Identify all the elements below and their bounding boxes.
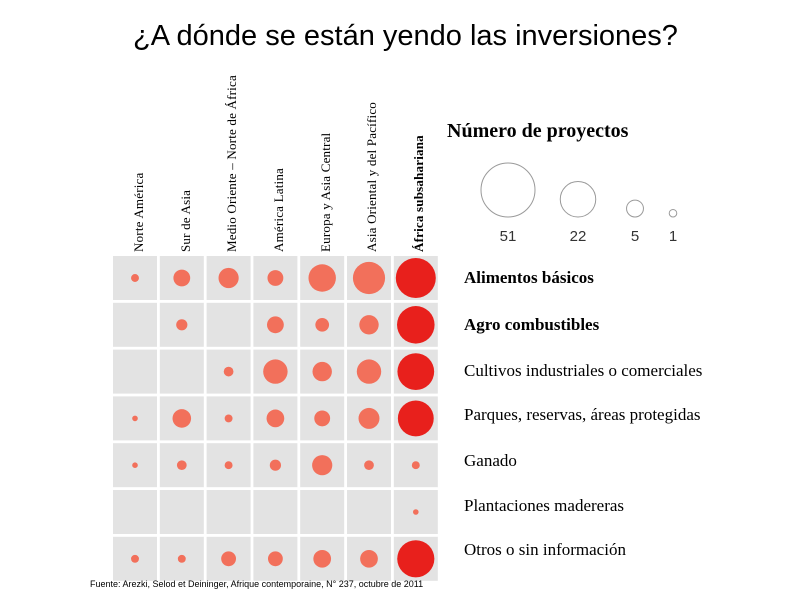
- bubble-parques-reservas-areas-protegidas-sur-de-asia: [172, 409, 192, 428]
- source-note: Fuente: Arezki, Selod et Deininger, Afri…: [90, 579, 424, 589]
- bubble-cultivos-industriales-o-comerciales-asia-oriental-y-del-pacifico: [356, 359, 382, 384]
- row-label-cultivos: Cultivos industriales o comerciales: [464, 361, 703, 380]
- bubble-cultivos-industriales-o-comerciales-medio-oriente-norte-de-africa: [223, 366, 234, 377]
- row-label-otros: Otros o sin información: [464, 540, 626, 559]
- bubble-ganado-medio-oriente-norte-de-africa: [224, 461, 233, 470]
- bubble-otros-o-sin-informacion-sur-de-asia: [177, 554, 186, 563]
- bubble-ganado-africa-subsahariana: [411, 461, 420, 470]
- bubble-otros-o-sin-informacion-asia-oriental-y-del-pacifico: [360, 549, 378, 568]
- legend-value-51: 51: [499, 228, 517, 245]
- bubble-otros-o-sin-informacion-norte-america: [131, 554, 139, 563]
- bubble-parques-reservas-areas-protegidas-america-latina: [266, 409, 285, 428]
- bubble-agro-combustibles-europa-y-asia-central: [315, 317, 330, 332]
- bubble-cultivos-industriales-o-comerciales-europa-y-asia-central: [312, 361, 332, 382]
- bubble-parques-reservas-areas-protegidas-asia-oriental-y-del-pacifico: [358, 407, 380, 429]
- bubble-parques-reservas-areas-protegidas-europa-y-asia-central: [314, 410, 331, 427]
- bubble-otros-o-sin-informacion-america-latina: [267, 551, 283, 567]
- legend-value-22: 22: [569, 228, 587, 245]
- bubble-ganado-norte-america: [132, 462, 138, 469]
- cell-plantaciones-madereras-medio-oriente-norte-de-africa: [206, 490, 251, 534]
- cell-plantaciones-madereras-europa-y-asia-central: [300, 490, 345, 534]
- row-label-plantaciones: Plantaciones madereras: [464, 496, 625, 515]
- cell-plantaciones-madereras-norte-america: [113, 490, 157, 534]
- legend-bubble-1: [668, 208, 678, 218]
- bubble-agro-combustibles-africa-subsahariana: [397, 306, 435, 344]
- bubble-otros-o-sin-informacion-europa-y-asia-central: [313, 549, 332, 568]
- bubble-alimentos-basicos-asia-oriental-y-del-pacifico: [352, 261, 386, 295]
- legend-bubble-5: [626, 199, 644, 218]
- legend-value-5: 5: [630, 228, 640, 245]
- bubble-alimentos-basicos-europa-y-asia-central: [308, 264, 336, 292]
- bubble-cultivos-industriales-o-comerciales-america-latina: [263, 359, 288, 384]
- bubble-alimentos-basicos-america-latina: [267, 270, 284, 286]
- chart-title: ¿A dónde se están yendo las inversiones?: [133, 20, 678, 52]
- cell-plantaciones-madereras-america-latina: [253, 490, 298, 534]
- row-label-agrocombustibles: Agro combustibles: [464, 315, 600, 334]
- bubble-plantaciones-madereras-africa-subsahariana: [412, 509, 419, 515]
- bubble-ganado-europa-y-asia-central: [312, 455, 333, 476]
- bubble-agro-combustibles-asia-oriental-y-del-pacifico: [359, 315, 379, 335]
- bubble-parques-reservas-areas-protegidas-africa-subsahariana: [397, 400, 434, 437]
- cell-cultivos-industriales-o-comerciales-norte-america: [113, 349, 157, 394]
- bubble-otros-o-sin-informacion-medio-oriente-norte-de-africa: [221, 551, 237, 567]
- cell-agro-combustibles-norte-america: [113, 302, 157, 347]
- legend-value-1: 1: [668, 228, 678, 245]
- bubble-alimentos-basicos-africa-subsahariana: [395, 258, 436, 298]
- row-label-parques: Parques, reservas, áreas protegidas: [464, 405, 701, 424]
- cell-cultivos-industriales-o-comerciales-sur-de-asia: [159, 349, 204, 394]
- legend-bubble-51: [480, 162, 536, 218]
- bubble-ganado-america-latina: [269, 459, 282, 471]
- bubble-alimentos-basicos-medio-oriente-norte-de-africa: [218, 267, 239, 289]
- bubble-ganado-sur-de-asia: [176, 460, 187, 471]
- cell-plantaciones-madereras-sur-de-asia: [159, 490, 204, 534]
- bubble-alimentos-basicos-sur-de-asia: [173, 269, 191, 287]
- bubble-ganado-asia-oriental-y-del-pacifico: [364, 460, 374, 471]
- bubble-agro-combustibles-sur-de-asia: [176, 319, 188, 331]
- bubble-parques-reservas-areas-protegidas-medio-oriente-norte-de-africa: [224, 414, 233, 423]
- legend-bubble-22: [559, 181, 597, 218]
- cell-plantaciones-madereras-asia-oriental-y-del-pacifico: [347, 490, 391, 534]
- cell-agro-combustibles-medio-oriente-norte-de-africa: [206, 302, 251, 347]
- bubble-agro-combustibles-america-latina: [266, 316, 284, 334]
- row-label-ganado: Ganado: [464, 451, 517, 470]
- row-label-alimentos: Alimentos básicos: [464, 268, 594, 287]
- bubble-parques-reservas-areas-protegidas-norte-america: [132, 415, 138, 422]
- bubble-cultivos-industriales-o-comerciales-africa-subsahariana: [397, 353, 435, 390]
- bubble-alimentos-basicos-norte-america: [131, 274, 139, 282]
- bubble-otros-o-sin-informacion-africa-subsahariana: [397, 540, 435, 578]
- legend-title: Número de proyectos: [447, 120, 629, 142]
